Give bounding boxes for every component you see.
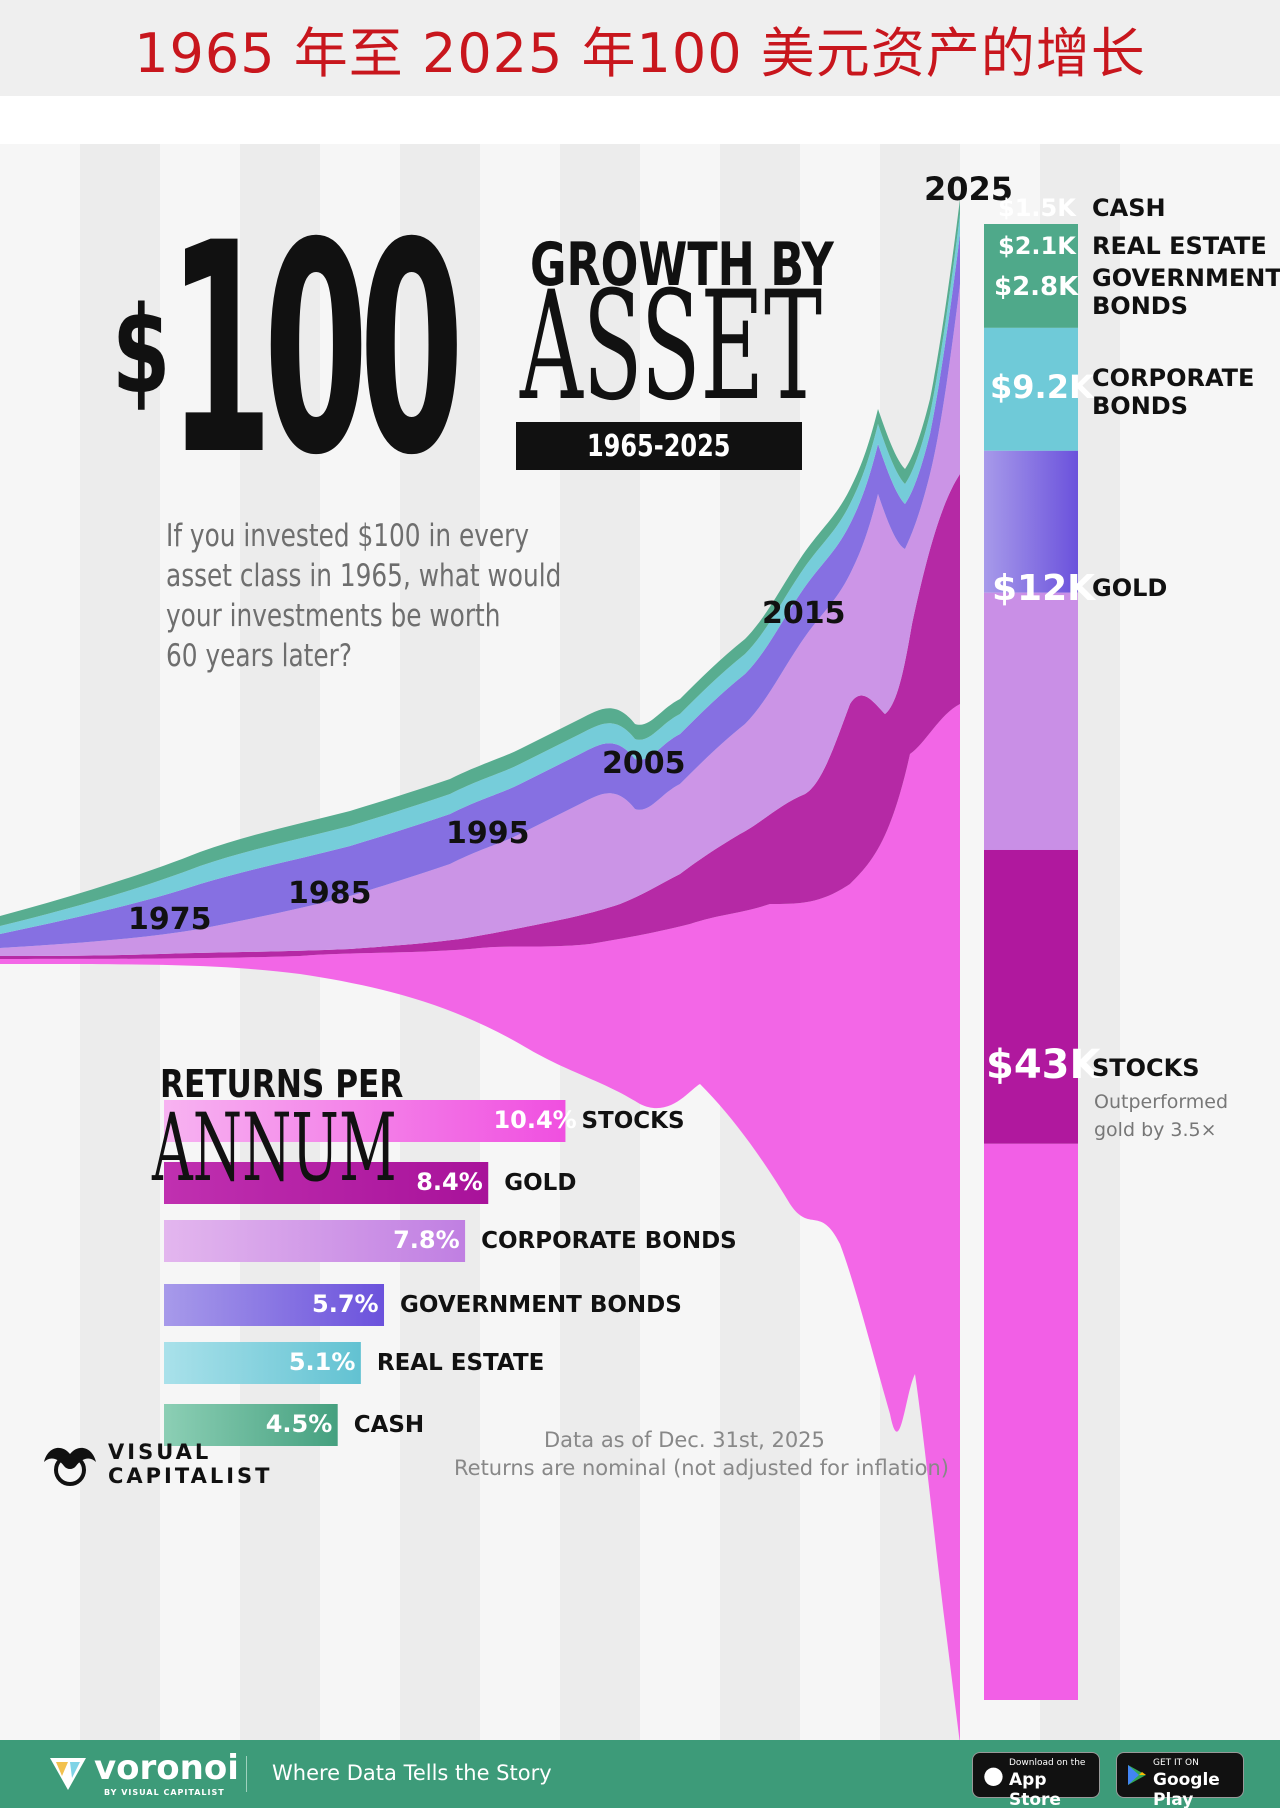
stocks-annotation-line: Outperformed [1094,1091,1229,1113]
voronoi-logo-icon [50,1758,86,1790]
google-play-small-text: GET IT ON [1153,1758,1199,1768]
returns-bar-cash [164,1404,338,1446]
returns-bar-category: CASH [353,1412,425,1438]
returns-bar-category: GOLD [504,1170,577,1196]
logo-text-top: VISUAL [108,1440,212,1464]
final-column-segment-real-estate [984,327,1078,451]
series-label-corporate-bonds: CORPORATE BONDS [1092,364,1255,420]
area-government-bonds [0,234,960,948]
app-store-small-text: Download on the [1009,1758,1086,1768]
apple-icon: ● [983,1761,1004,1789]
area-real-estate [0,214,960,934]
final-column-segment-gold [984,849,1078,1144]
returns-bar-value: 5.1% [288,1348,356,1376]
returns-bar-value: 4.5% [265,1410,333,1438]
returns-bar-corporate-bonds [164,1220,466,1262]
series-label-gold: GOLD [1092,574,1168,602]
intro-line: your investments be worth [166,598,501,634]
x-tick-2025: 2025 [924,170,1014,208]
final-value-real-estate: $2.1K [998,232,1076,260]
headline-dollar-sign: $ [112,282,171,421]
final-value-corporate-bonds: $9.2K [990,368,1094,406]
intro-line: 60 years later? [166,638,352,674]
stacked-area-plot [0,199,960,1740]
logo-text-bottom: CAPITALIST [108,1464,273,1488]
returns-title-line2: ANNUM [152,1094,397,1203]
intro-text: If you invested $100 in every asset clas… [166,516,561,676]
stocks-annotation: Outperformed gold by 3.5× [1094,1088,1228,1144]
footer-divider [246,1756,247,1792]
area-stocks [0,704,960,1740]
infographic: 1975 1985 1995 2005 2015 2025 $ 100 GROW… [0,144,1280,1740]
google-play-button[interactable]: GET IT ON Google Play [1116,1752,1244,1810]
returns-title-line1: RETURNS PER [160,1062,404,1106]
x-tick-1985: 1985 [288,876,372,911]
note-data-date: Data as of Dec. 31st, 2025 [544,1428,825,1452]
app-store-big-text: App Store [1009,1770,1061,1810]
returns-bar-category: GOVERNMENT BONDS [400,1292,682,1318]
intro-line: asset class in 1965, what would [166,558,562,594]
google-play-big-text: Google Play [1153,1770,1220,1810]
series-label-government-bonds: GOVERNMENT BONDS [1092,264,1280,320]
x-tick-1995: 1995 [446,816,530,851]
headline-amount: 100 [168,182,464,519]
x-tick-2015: 2015 [762,596,846,631]
returns-bar-value: 5.7% [312,1290,379,1318]
returns-bar-chart [164,1100,566,1446]
final-column-segment-corporate-bonds [984,592,1078,850]
area-corporate-bonds [0,284,960,956]
returns-bar-value: 10.4% [493,1106,577,1134]
returns-bar-category: CORPORATE BONDS [481,1228,737,1254]
returns-bar-value: 8.4% [416,1168,483,1196]
intro-line: If you invested $100 in every [166,518,530,554]
headline-asset: ASSET [520,260,823,434]
final-value-column [984,224,1078,1700]
stocks-annotation-line: gold by 3.5× [1094,1119,1217,1141]
returns-bar-real-estate [164,1342,361,1384]
returns-bar-category: STOCKS [581,1108,685,1134]
footer-brand[interactable]: voronoi [94,1748,239,1788]
final-value-government-bonds: $2.8K [994,272,1079,302]
final-column-segment-cash [984,224,1078,328]
series-label-cash: CASH [1092,194,1166,222]
series-label-real-estate: REAL ESTATE [1092,232,1267,260]
returns-bar-category: REAL ESTATE [376,1350,545,1376]
x-tick-1975: 1975 [128,902,212,937]
returns-bar-government-bonds [164,1284,385,1326]
final-value-cash: $1.5K [998,194,1076,222]
final-column-segment-stocks [984,1143,1078,1700]
final-value-stocks: $43K [986,1042,1101,1088]
app-store-button[interactable]: ● Download on the App Store [972,1752,1100,1810]
page-title: 1965 年至 2025 年100 美元资产的增长 [134,21,1146,85]
headline-growth-by: GROWTH BY [530,230,834,300]
final-column-segment-government-bonds [984,450,1078,593]
footer-bar: voronoi BY VISUAL CAPITALIST Where Data … [0,1740,1280,1810]
returns-bar-gold [164,1162,489,1204]
returns-bar-value: 7.8% [393,1226,460,1254]
headline-period-badge: 1965-2025 [516,422,802,470]
x-tick-2005: 2005 [602,746,686,781]
mustache-icon [44,1447,96,1486]
headline-period: 1965-2025 [587,428,731,464]
google-play-icon [1128,1765,1146,1785]
footer-brand-sub: BY VISUAL CAPITALIST [104,1788,225,1797]
returns-bar-stocks [164,1100,566,1142]
note-nominal: Returns are nominal (not adjusted for in… [454,1456,949,1480]
page-title-banner: 1965 年至 2025 年100 美元资产的增长 [0,0,1280,96]
series-label-stocks: STOCKS [1092,1054,1200,1082]
footer-tagline: Where Data Tells the Story [272,1761,552,1785]
visual-capitalist-logo: VISUAL CAPITALIST [40,1440,280,1488]
growth-chart [0,144,1120,1740]
final-value-gold: $12K [992,568,1096,609]
